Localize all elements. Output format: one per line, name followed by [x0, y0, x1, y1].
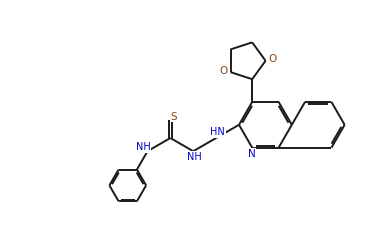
Text: O: O — [268, 54, 276, 64]
Text: S: S — [171, 112, 177, 122]
Text: HN: HN — [210, 127, 225, 137]
Text: N: N — [248, 149, 255, 159]
Text: NH: NH — [136, 142, 151, 152]
Text: NH: NH — [187, 152, 202, 162]
Text: O: O — [220, 66, 228, 76]
